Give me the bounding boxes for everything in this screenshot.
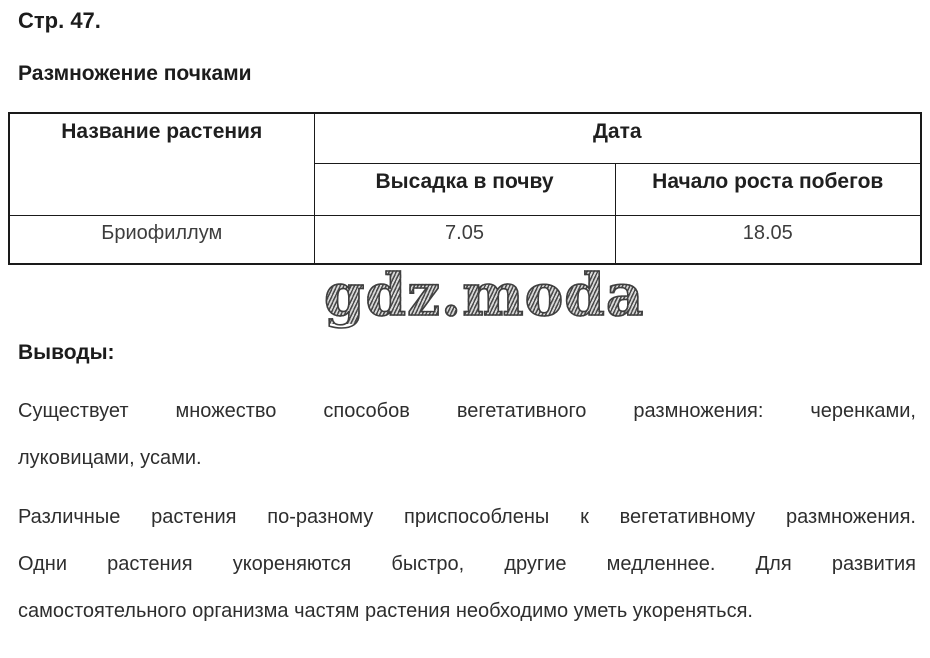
- paragraph-line: луковицами, усами.: [18, 447, 202, 469]
- column-header-date: Дата: [313, 112, 922, 164]
- column-header-planting: Высадка в почву: [313, 162, 616, 216]
- cell-plant-name: Бриофиллум: [8, 214, 315, 265]
- cell-planting-date: 7.05: [313, 214, 616, 265]
- document-title: Размножение почками: [18, 62, 252, 85]
- cell-growth-date: 18.05: [614, 214, 922, 265]
- conclusions-heading: Выводы:: [18, 341, 115, 364]
- column-header-plant-name: Название растения: [8, 112, 315, 216]
- page-number-label: Стр. 47.: [18, 8, 101, 33]
- conclusions-paragraph-2: Различные растения по-разному приспособл…: [18, 494, 916, 635]
- table-row: Бриофиллум 7.05 18.05: [8, 214, 922, 265]
- conclusions-paragraph-1: Существует множество способов вегетативн…: [18, 388, 916, 482]
- paragraph-line: Одни растения укореняются быстро, другие…: [18, 553, 916, 575]
- plant-observation-table: Название растения Дата Высадка в почву Н…: [8, 112, 923, 265]
- column-header-shoot-growth: Начало роста побегов: [614, 162, 922, 216]
- paragraph-line: Существует множество способов вегетативн…: [18, 400, 916, 422]
- table-header-row-2: Высадка в почву Начало роста побегов: [9, 162, 922, 216]
- table-header-row-1: Название растения Дата: [8, 112, 922, 216]
- gdz-moda-watermark: gdz.moda: [323, 261, 645, 329]
- paragraph-line: Различные растения по-разному приспособл…: [18, 506, 916, 528]
- paragraph-line: самостоятельного организма частям растен…: [18, 600, 753, 622]
